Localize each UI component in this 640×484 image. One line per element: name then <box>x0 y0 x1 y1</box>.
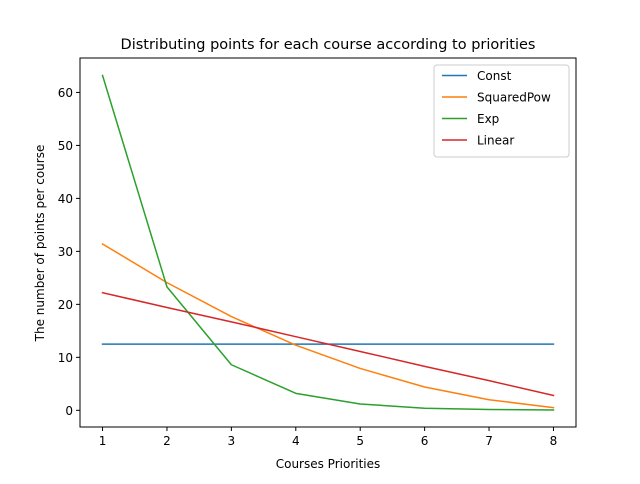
x-tick-label: 5 <box>356 434 364 448</box>
y-tick-label: 10 <box>58 351 73 365</box>
x-tick-label: 2 <box>163 434 171 448</box>
series-line-exp <box>101 74 555 411</box>
series-line-linear <box>101 291 555 397</box>
y-tick-label: 60 <box>58 86 73 100</box>
y-tick-label: 30 <box>58 245 73 259</box>
y-tick-label: 20 <box>58 298 73 312</box>
legend-box <box>433 64 570 158</box>
legend-label: Exp <box>477 112 499 126</box>
x-tick-label: 8 <box>550 434 558 448</box>
legend-label: Const <box>477 69 512 83</box>
legend-label: SquaredPow <box>477 91 551 105</box>
x-tick-label: 1 <box>99 434 107 448</box>
y-axis-ticks: 0 10 20 30 40 50 60 <box>58 86 80 418</box>
series-lines <box>101 74 555 411</box>
x-tick-label: 6 <box>421 434 429 448</box>
y-tick-label: 40 <box>58 192 73 206</box>
plot-area-frame <box>79 57 577 428</box>
chart-title: Distributing points for each course acco… <box>121 37 536 53</box>
x-tick-label: 4 <box>292 434 300 448</box>
y-tick-label: 0 <box>65 404 73 418</box>
y-axis-label: The number of points per course <box>33 145 47 343</box>
x-axis-ticks: 1 2 3 4 5 6 7 8 <box>99 427 558 448</box>
y-tick-label: 50 <box>58 139 73 153</box>
legend-label: Linear <box>477 134 514 148</box>
x-tick-label: 7 <box>485 434 493 448</box>
legend: Const SquaredPow Exp Linear <box>433 64 570 158</box>
x-tick-label: 3 <box>228 434 236 448</box>
series-line-squaredpow <box>101 242 555 409</box>
x-axis-label: Courses Priorities <box>276 457 381 471</box>
